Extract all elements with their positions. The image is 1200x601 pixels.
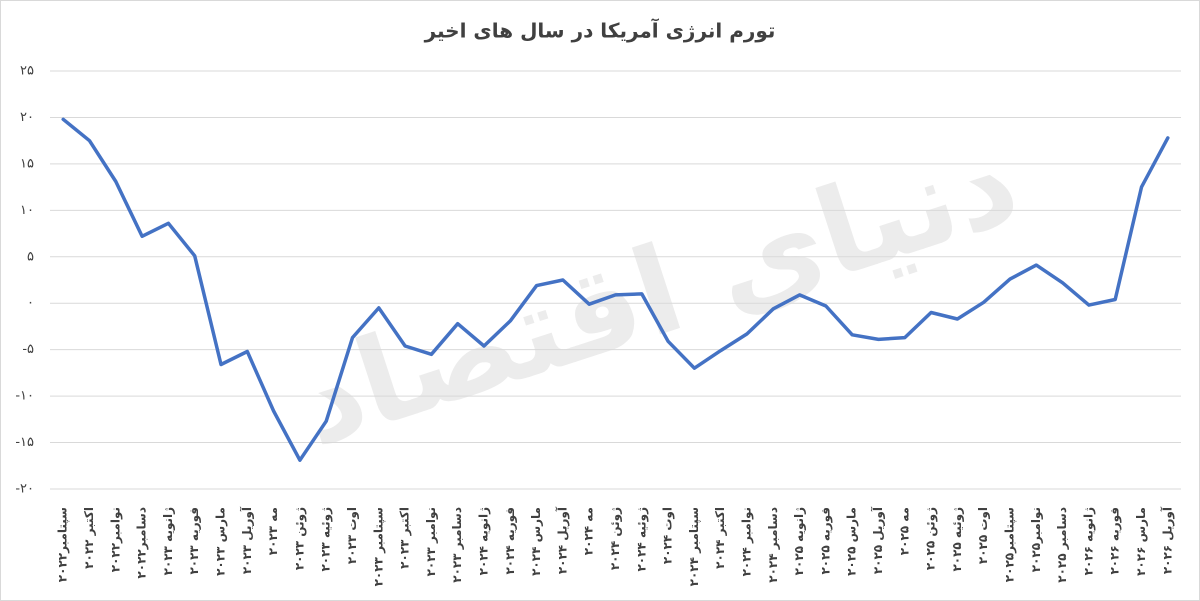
y-tick-label: ۵ (27, 249, 34, 264)
x-tick-label: فوریه ۲۰۲۴ (503, 507, 518, 575)
x-tick-label: سپتامبر۲۰۲۵ (1003, 507, 1017, 582)
x-tick-label: اوت ۲۰۲۳ (345, 507, 360, 564)
x-tick-label: دسامبر ۲۰۲۴ (766, 507, 780, 583)
x-tick-label: اوت ۲۰۲۵ (976, 507, 991, 564)
x-tick-label: ژوئن ۲۰۲۳ (292, 507, 307, 570)
y-tick-label: -۱۰ (15, 389, 34, 404)
y-tick-label: ۰ (27, 296, 34, 311)
x-tick-label: مه ۲۰۲۳ (266, 507, 280, 555)
x-tick-label: ژوئن ۲۰۲۴ (608, 507, 623, 570)
x-tick-label: مارس ۲۰۲۴ (529, 507, 543, 576)
x-tick-label: نوامبر۲۰۲۲ (108, 507, 123, 572)
x-tick-label: ژانویه ۲۰۲۴ (476, 507, 491, 575)
x-tick-label: اکتبر ۲۰۲۴ (713, 507, 727, 569)
x-tick-label: فوریه ۲۰۲۳ (187, 507, 202, 575)
x-tick-label: ژانویه ۲۰۲۵ (792, 507, 807, 575)
x-tick-label: آوریل ۲۰۲۵ (870, 506, 886, 574)
x-tick-label: مه ۲۰۲۴ (582, 507, 596, 555)
x-tick-label: دسامبر۲۰۲۲ (135, 507, 149, 579)
y-tick-label: ۱۰ (20, 203, 34, 218)
x-tick-label: سپتامبر ۲۰۲۴ (687, 507, 701, 586)
x-tick-label: مه ۲۰۲۵ (897, 507, 911, 555)
x-tick-label: دسامبر ۲۰۲۵ (1055, 507, 1069, 583)
x-tick-label: نوامبر ۲۰۲۳ (424, 507, 439, 576)
x-tick-label: ژوئیه ۲۰۲۴ (634, 507, 649, 572)
y-tick-label: -۱۵ (15, 435, 34, 450)
x-tick-label: اوت ۲۰۲۴ (661, 507, 676, 564)
x-tick-label: ژوئن ۲۰۲۵ (924, 507, 939, 570)
x-tick-label: ژانویه ۲۰۲۳ (161, 507, 176, 575)
y-tick-label: -۲۰ (15, 482, 34, 497)
y-tick-label: ۲۵ (20, 64, 34, 79)
x-tick-label: آوریل ۲۰۲۳ (239, 506, 255, 574)
x-tick-label: آوریل ۲۰۲۶ (1159, 506, 1175, 574)
y-tick-label: ۲۰ (20, 110, 34, 125)
x-tick-label: ژانویه ۲۰۲۶ (1081, 507, 1096, 575)
x-tick-label: مارس ۲۰۲۶ (1134, 507, 1148, 576)
x-tick-label: ژوئیه ۲۰۲۳ (319, 507, 334, 572)
x-tick-label: فوریه ۲۰۲۵ (818, 507, 833, 575)
x-tick-label: مارس ۲۰۲۳ (213, 507, 227, 576)
x-tick-label: سپتامبر ۲۰۲۳ (371, 507, 385, 586)
line (61, 117, 1170, 462)
x-tick-label: مارس ۲۰۲۵ (845, 507, 859, 576)
x-tick-label: نوامبر۲۰۲۵ (1029, 507, 1044, 572)
chart-title: تورم انرژی آمریکا در سال های اخیر (424, 18, 776, 43)
x-tick-label: اکتبر ۲۰۲۳ (398, 507, 412, 569)
x-tick-label: اکتبر ۲۰۲۲ (82, 507, 96, 569)
x-tick-label: آوریل ۲۰۲۴ (554, 506, 570, 574)
x-tick-label: دسامبر ۲۰۲۳ (450, 507, 464, 583)
x-tick-label: فوریه ۲۰۲۶ (1108, 507, 1123, 575)
y-tick-label: ۱۵ (20, 156, 34, 171)
x-tick-label: سپتامبر۲۰۲۲ (56, 507, 70, 582)
x-tick-label: نوامبر ۲۰۲۴ (740, 507, 755, 576)
x-tick-label: ژوئیه ۲۰۲۵ (950, 507, 965, 572)
y-tick-label: -۵ (22, 342, 34, 357)
